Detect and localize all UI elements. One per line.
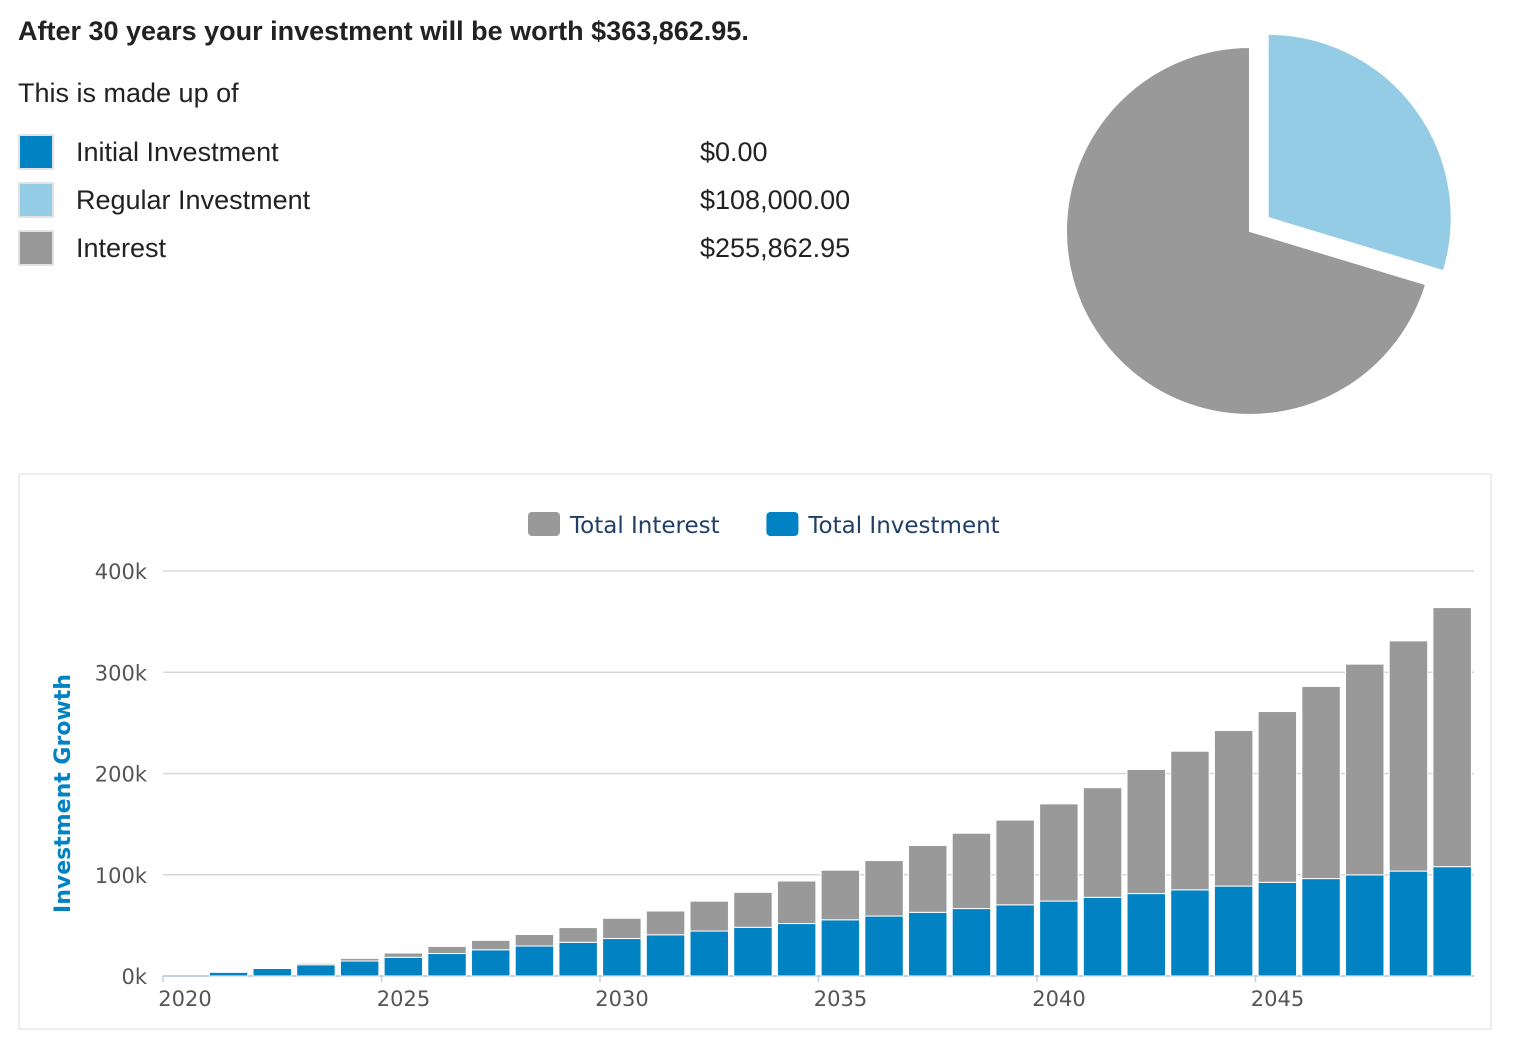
bar-total-interest-2048[interactable] — [1388, 640, 1429, 872]
bar-total-investment-2048[interactable] — [1388, 870, 1429, 977]
bar-total-interest-2030[interactable] — [602, 917, 642, 940]
bar-total-interest-2025[interactable] — [383, 952, 424, 958]
bar-total-investment-2041[interactable] — [1082, 896, 1123, 977]
summary-headline: After 30 years your investment will be w… — [18, 16, 749, 46]
bar-total-investment-2040[interactable] — [1039, 900, 1079, 977]
bar-total-investment-2031[interactable] — [645, 934, 686, 977]
interest-swatch — [18, 230, 54, 266]
bar-total-interest-2046[interactable] — [1301, 685, 1341, 880]
bar-total-investment-2033[interactable] — [733, 926, 773, 977]
breakdown-list: Initial Investment $0.00 Regular Investm… — [18, 134, 898, 278]
bar-total-investment-2032[interactable] — [689, 930, 729, 977]
pie-slice-interest[interactable] — [1065, 45, 1428, 416]
x-tick-label: 2020 — [158, 987, 211, 1011]
bar-total-interest-2028[interactable] — [514, 933, 555, 947]
breakdown-row-regular: Regular Investment $108,000.00 — [18, 182, 898, 230]
bar-total-investment-2049[interactable] — [1432, 866, 1472, 977]
bar-total-investment-2047[interactable] — [1345, 874, 1385, 977]
regular-investment-value: $108,000.00 — [700, 185, 851, 215]
bar-total-interest-2038[interactable] — [951, 832, 992, 910]
bar-total-investment-2028[interactable] — [514, 945, 555, 977]
bar-total-investment-2024[interactable] — [339, 960, 380, 977]
bar-total-investment-2025[interactable] — [383, 956, 424, 977]
bar-total-interest-2033[interactable] — [733, 891, 773, 928]
y-tick-label: 200k — [95, 763, 148, 787]
y-axis-title: Investment Growth — [51, 674, 76, 913]
breakdown-row-interest: Interest $255,862.95 — [18, 230, 898, 278]
made-up-of-label: This is made up of — [18, 78, 239, 108]
y-tick-label: 400k — [95, 560, 148, 584]
x-tick-label: 2040 — [1032, 987, 1085, 1011]
legend-swatch-total-investment[interactable] — [766, 512, 799, 536]
initial-investment-value: $0.00 — [700, 137, 768, 167]
bar-total-investment-2029[interactable] — [558, 941, 598, 977]
bar-total-investment-2042[interactable] — [1126, 893, 1166, 977]
bar-total-investment-2039[interactable] — [995, 904, 1035, 977]
bar-total-interest-2044[interactable] — [1213, 729, 1254, 887]
bar-total-investment-2046[interactable] — [1301, 878, 1341, 977]
bar-total-interest-2035[interactable] — [820, 869, 861, 921]
pie-slice-regular-investment[interactable] — [1266, 32, 1453, 273]
bar-total-interest-2026[interactable] — [427, 945, 467, 955]
bar-total-interest-2032[interactable] — [689, 900, 729, 932]
legend-swatch-total-interest[interactable] — [528, 512, 560, 536]
bar-total-interest-2049[interactable] — [1432, 607, 1472, 868]
x-tick-label: 2045 — [1251, 987, 1304, 1011]
y-tick-label: 300k — [95, 661, 148, 685]
pie-chart-container — [1040, 20, 1480, 440]
bar-total-interest-2027[interactable] — [471, 939, 511, 951]
bar-total-investment-2037[interactable] — [908, 911, 948, 977]
bar-total-interest-2037[interactable] — [908, 844, 948, 913]
regular-investment-label: Regular Investment — [76, 185, 311, 215]
bar-total-interest-2043[interactable] — [1170, 750, 1210, 891]
initial-investment-swatch — [18, 134, 54, 170]
breakdown-row-initial: Initial Investment $0.00 — [18, 134, 898, 182]
legend-label-total-interest[interactable]: Total Interest — [569, 513, 720, 539]
interest-label: Interest — [76, 233, 167, 263]
bar-total-interest-2034[interactable] — [776, 880, 817, 925]
bar-total-investment-2026[interactable] — [427, 953, 467, 977]
pie-chart — [1065, 32, 1453, 416]
x-tick-label: 2030 — [595, 987, 648, 1011]
y-tick-label: 100k — [95, 864, 148, 888]
bar-total-interest-2045[interactable] — [1257, 711, 1298, 883]
regular-investment-swatch — [18, 182, 54, 218]
bar-total-investment-2035[interactable] — [820, 919, 861, 977]
bar-total-interest-2031[interactable] — [645, 910, 686, 936]
bar-total-investment-2043[interactable] — [1170, 889, 1210, 977]
y-tick-label: 0k — [121, 965, 147, 989]
bar-total-interest-2040[interactable] — [1039, 803, 1079, 902]
bar-total-interest-2042[interactable] — [1126, 768, 1166, 895]
bar-total-investment-2021[interactable] — [208, 971, 249, 977]
bar-total-interest-2047[interactable] — [1345, 663, 1385, 876]
bar-total-interest-2023[interactable] — [296, 962, 336, 966]
bar-total-interest-2024[interactable] — [339, 957, 380, 962]
legend-label-total-investment[interactable]: Total Investment — [807, 513, 999, 539]
bar-total-interest-2039[interactable] — [995, 819, 1035, 906]
growth-chart-panel: 0k 100k 200k 300k 400k Investment Growth 2020 2… — [18, 473, 1492, 1030]
x-tick-label: 2025 — [377, 987, 430, 1011]
bar-total-interest-2029[interactable] — [558, 927, 598, 943]
bar-total-investment-2045[interactable] — [1257, 881, 1298, 977]
x-tick-label: 2035 — [814, 987, 867, 1011]
bar-total-interest-2041[interactable] — [1082, 787, 1123, 898]
bar-total-investment-2044[interactable] — [1213, 885, 1254, 977]
bar-total-investment-2038[interactable] — [951, 908, 992, 977]
bar-total-interest-2036[interactable] — [864, 860, 904, 917]
bar-total-investment-2034[interactable] — [776, 923, 817, 977]
interest-value: $255,862.95 — [700, 233, 851, 263]
bar-total-investment-2023[interactable] — [296, 964, 336, 977]
bar-total-interest-2022[interactable] — [252, 967, 292, 970]
initial-investment-label: Initial Investment — [76, 137, 279, 167]
bar-total-investment-2022[interactable] — [252, 968, 292, 977]
bar-total-investment-2030[interactable] — [602, 938, 642, 977]
growth-bar-chart: 0k 100k 200k 300k 400k Investment Growth 2020 2… — [51, 512, 1474, 1011]
bar-total-investment-2036[interactable] — [864, 915, 904, 977]
bar-total-investment-2027[interactable] — [471, 949, 511, 977]
